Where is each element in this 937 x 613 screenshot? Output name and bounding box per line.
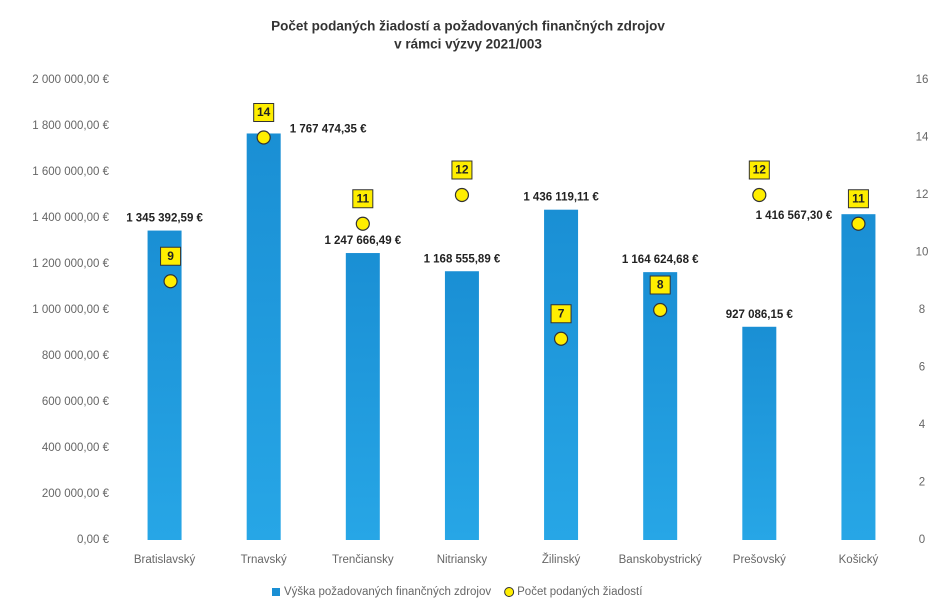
x-tick-label: Nitriansky bbox=[437, 554, 488, 566]
marker bbox=[355, 216, 370, 231]
y-tick-label: 1 000 000,00 € bbox=[32, 304, 109, 316]
marker-label: 11 bbox=[356, 191, 369, 205]
y2-tick-label: 10 bbox=[916, 247, 929, 259]
bar bbox=[544, 209, 579, 540]
marker-label: 12 bbox=[455, 163, 469, 177]
marker bbox=[454, 187, 470, 203]
y-tick-label: 600 000,00 € bbox=[42, 396, 110, 408]
x-tick-label: Trnavský bbox=[241, 554, 287, 566]
data-label: 1 767 474,35 € bbox=[290, 124, 367, 136]
y-tick-label: 2 000 000,00 € bbox=[32, 74, 109, 86]
marker bbox=[752, 187, 767, 203]
x-tick-label: Žilinský bbox=[542, 553, 581, 566]
marker-label-box bbox=[352, 189, 374, 209]
y2-tick-label: 12 bbox=[916, 189, 929, 201]
marker-label-box bbox=[649, 275, 671, 295]
bar bbox=[742, 326, 777, 540]
marker bbox=[256, 130, 271, 145]
marker bbox=[163, 274, 178, 289]
marker bbox=[553, 331, 569, 346]
x-tick-label: Prešovský bbox=[733, 554, 786, 566]
y-tick-label: 200 000,00 € bbox=[42, 488, 110, 500]
marker-label: 12 bbox=[753, 163, 767, 177]
y2-tick-label: 4 bbox=[919, 419, 926, 431]
marker-label-box bbox=[253, 103, 275, 122]
y-tick-label: 1 400 000,00 € bbox=[32, 212, 109, 224]
bar bbox=[246, 133, 281, 540]
marker-label-box bbox=[160, 246, 182, 266]
marker-label: 14 bbox=[257, 105, 271, 119]
y2-tick-label: 6 bbox=[919, 362, 925, 374]
y2-tick-label: 14 bbox=[916, 132, 929, 144]
y2-tick-label: 0 bbox=[919, 534, 925, 546]
x-tick-label: Bratislavský bbox=[134, 554, 196, 566]
y-tick-label: 800 000,00 € bbox=[42, 350, 110, 362]
data-label: 1 345 392,59 € bbox=[126, 213, 203, 225]
y2-tick-label: 2 bbox=[919, 477, 925, 489]
marker bbox=[653, 302, 668, 318]
legend-label: Výška požadovaných finančných zdrojov bbox=[284, 586, 491, 598]
bar bbox=[444, 271, 479, 540]
data-label: 927 086,15 € bbox=[726, 309, 794, 321]
y-tick-label: 400 000,00 € bbox=[42, 442, 110, 454]
marker-label: 9 bbox=[167, 249, 174, 263]
bar bbox=[345, 253, 380, 540]
x-tick-label: Banskobystrický bbox=[619, 554, 702, 566]
y-tick-label: 0,00 € bbox=[77, 534, 110, 546]
bar bbox=[147, 230, 182, 541]
marker-label: 8 bbox=[657, 278, 664, 292]
y2-tick-label: 16 bbox=[916, 74, 929, 86]
data-label: 1 247 666,49 € bbox=[324, 235, 401, 247]
legend-swatch bbox=[272, 588, 280, 596]
data-label: 1 416 567,30 € bbox=[756, 210, 833, 222]
marker-label-box bbox=[451, 160, 473, 180]
data-label: 1 168 555,89 € bbox=[424, 253, 501, 265]
marker-label: 7 bbox=[558, 306, 565, 320]
marker-label: 11 bbox=[852, 191, 865, 205]
chart-title: Počet podaných žiadostí a požadovaných f… bbox=[271, 19, 665, 34]
y-tick-label: 1 600 000,00 € bbox=[32, 166, 109, 178]
marker-label-box bbox=[748, 160, 770, 180]
x-tick-label: Košický bbox=[839, 554, 879, 566]
y2-tick-label: 8 bbox=[919, 304, 925, 316]
y-tick-label: 1 800 000,00 € bbox=[32, 120, 109, 132]
data-label: 1 164 624,68 € bbox=[622, 254, 699, 266]
y-tick-label: 1 200 000,00 € bbox=[32, 258, 109, 270]
marker bbox=[851, 216, 866, 231]
x-tick-label: Trenčiansky bbox=[332, 554, 394, 566]
legend-swatch bbox=[504, 587, 515, 597]
data-label: 1 436 119,11 € bbox=[523, 192, 599, 204]
marker-label-box bbox=[550, 304, 572, 324]
marker-label-box bbox=[847, 189, 869, 209]
chart-subtitle: v rámci výzvy 2021/003 bbox=[394, 37, 542, 52]
bar bbox=[841, 214, 876, 540]
legend-label: Počet podaných žiadostí bbox=[517, 586, 643, 598]
